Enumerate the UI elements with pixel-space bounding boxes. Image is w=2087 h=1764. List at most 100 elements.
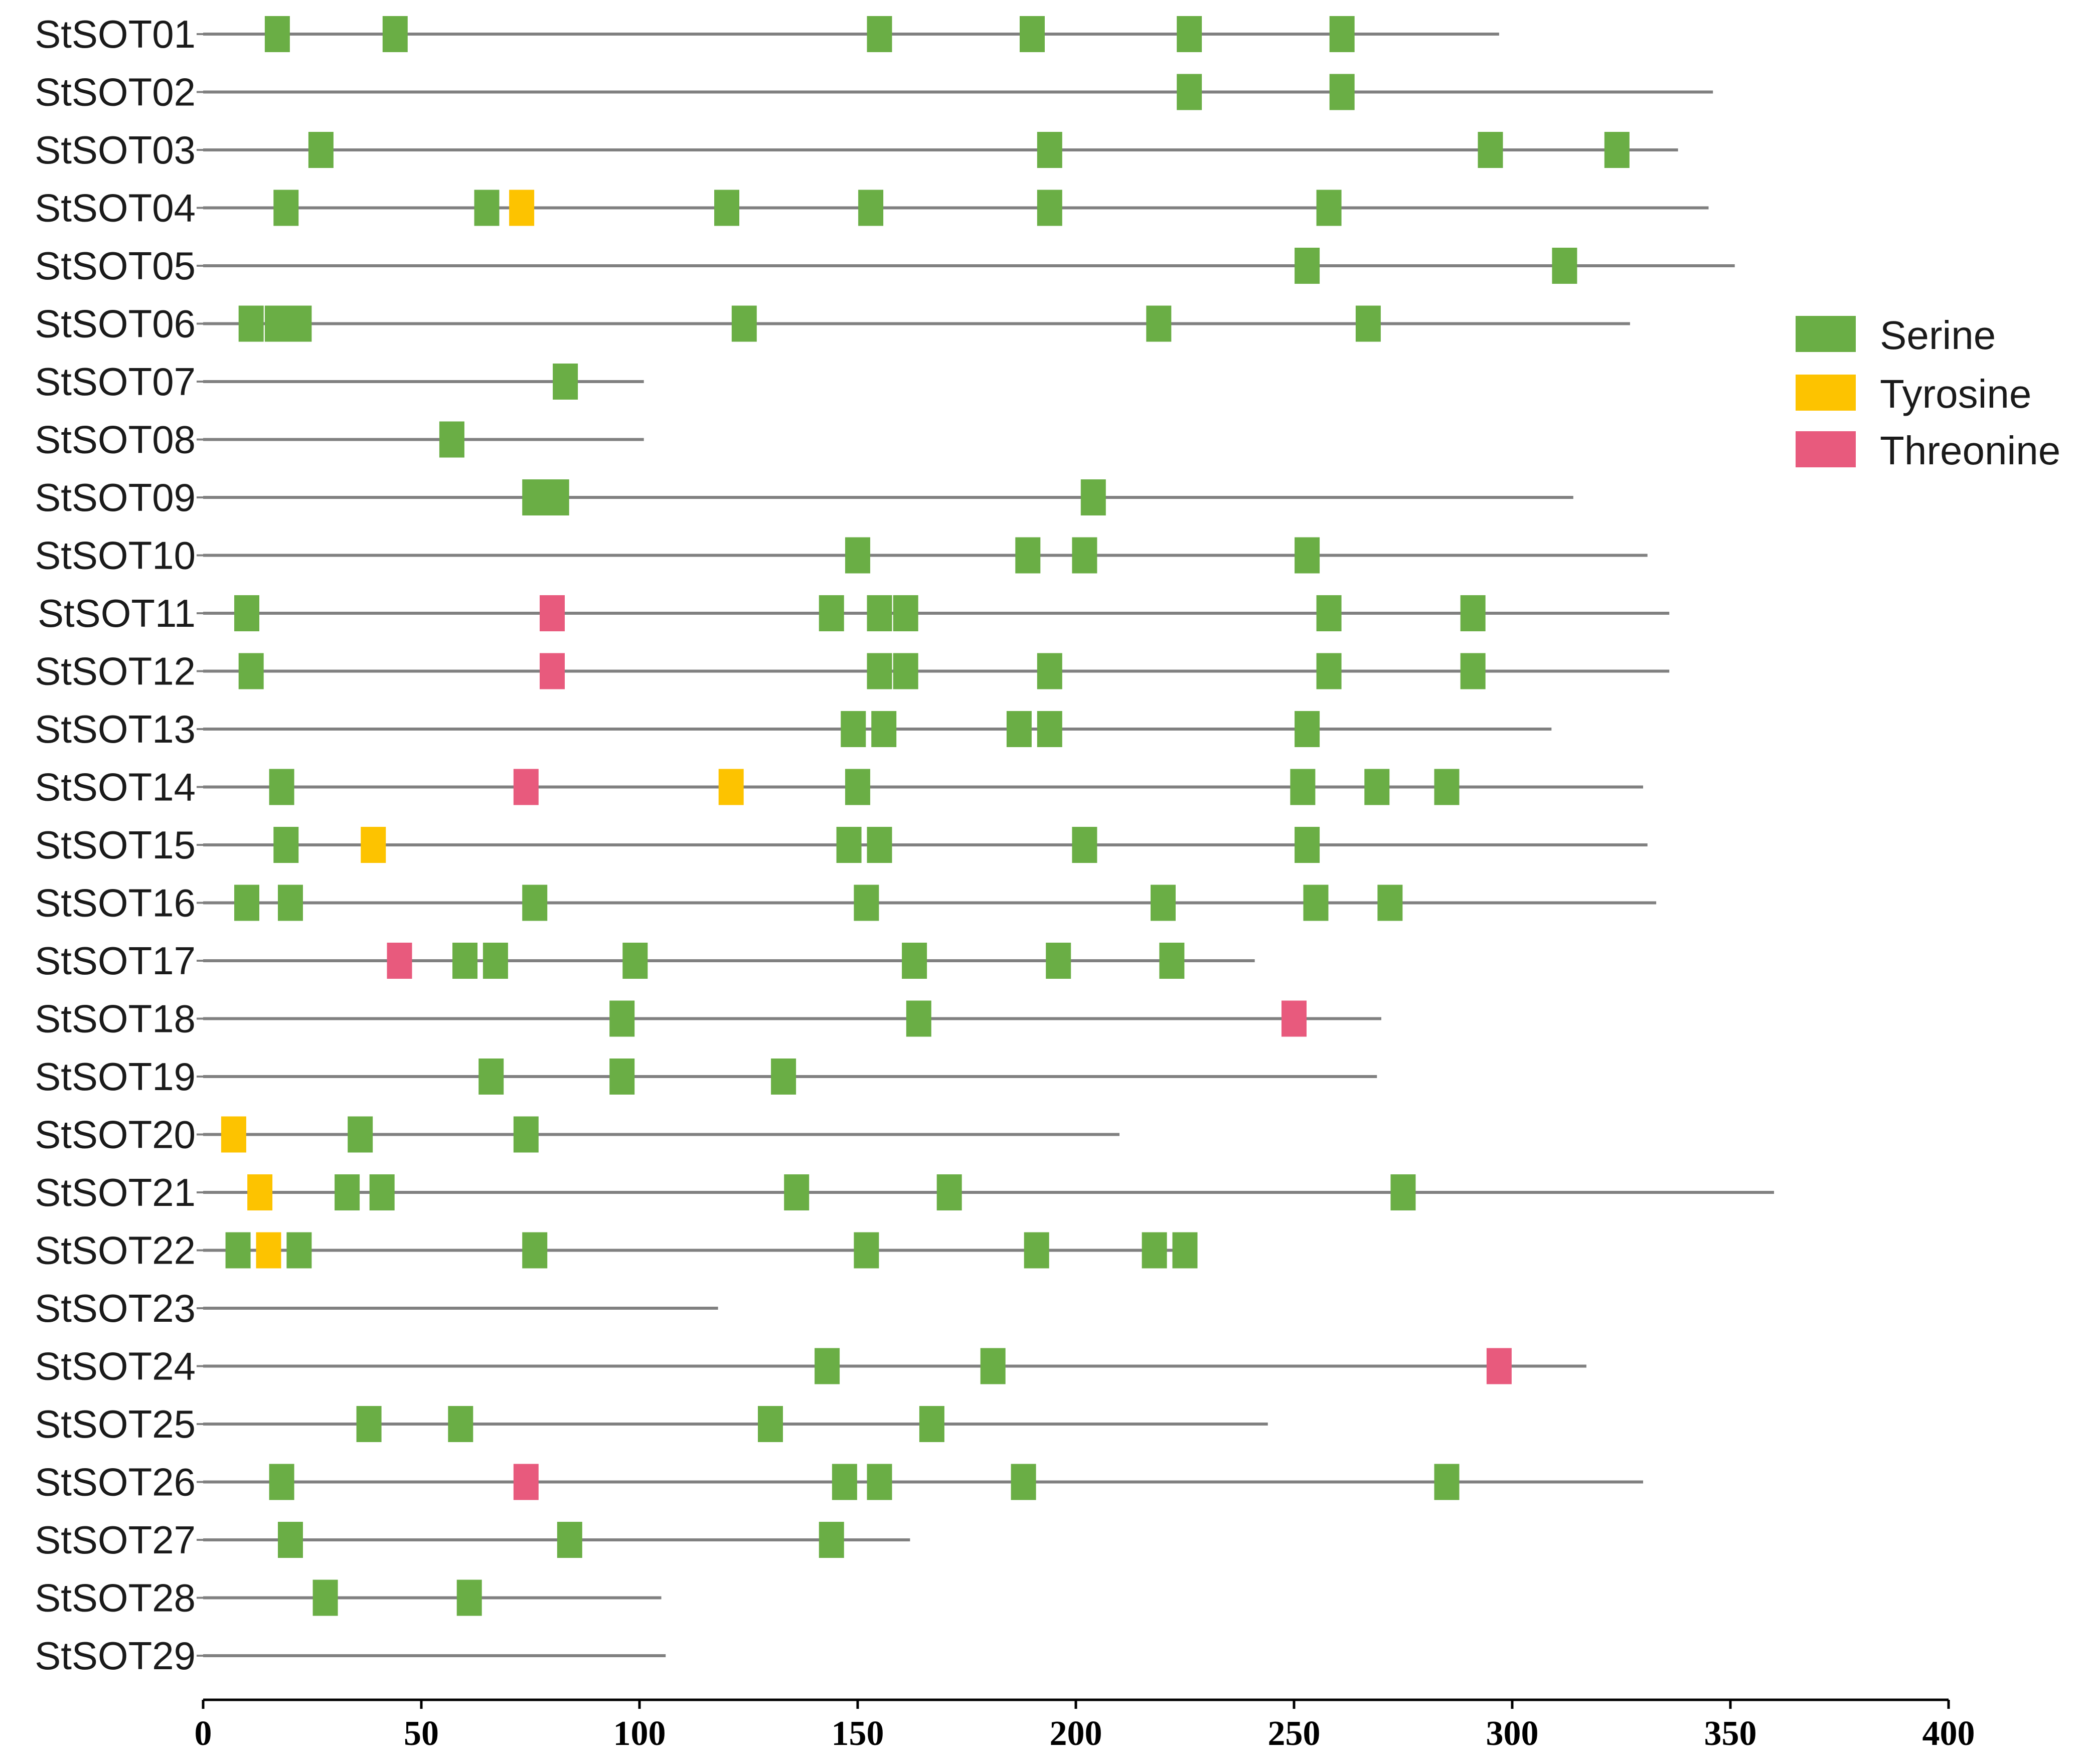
row-label: StSOT12	[35, 649, 196, 693]
row-label: StSOT07	[35, 360, 196, 404]
tyrosine-site-box	[247, 1174, 273, 1210]
serine-site-box	[225, 1232, 251, 1269]
serine-site-box	[771, 1059, 796, 1095]
protein-row: StSOT24	[35, 1344, 1586, 1388]
tyrosine-site-box	[256, 1232, 281, 1269]
protein-row: StSOT29	[35, 1634, 666, 1678]
threonine-site-box	[540, 653, 565, 689]
serine-site-box	[1142, 1232, 1167, 1269]
serine-site-box	[278, 1522, 303, 1558]
serine-site-box	[1290, 769, 1316, 805]
row-label: StSOT10	[35, 534, 196, 578]
serine-site-box	[1146, 305, 1172, 342]
protein-row: StSOT02	[35, 70, 1713, 114]
serine-site-box	[1295, 711, 1320, 747]
serine-site-box	[858, 190, 884, 226]
x-tick-label: 50	[404, 1714, 439, 1753]
serine-site-box	[553, 364, 578, 400]
legend: Serine Tyrosine Threonine	[1796, 313, 2060, 473]
serine-site-box	[867, 16, 892, 52]
serine-site-box	[609, 1059, 635, 1095]
serine-site-box	[854, 1232, 879, 1269]
row-label: StSOT16	[35, 881, 196, 925]
serine-site-box	[731, 305, 757, 342]
row-label: StSOT08	[35, 418, 196, 462]
serine-site-box	[758, 1406, 783, 1442]
serine-site-box	[1377, 885, 1403, 921]
tyrosine-site-box	[509, 190, 535, 226]
threonine-site-box	[513, 1464, 539, 1500]
row-label: StSOT22	[35, 1228, 196, 1273]
row-label: StSOT02	[35, 70, 196, 114]
row-label: StSOT05	[35, 244, 196, 288]
serine-site-box	[474, 190, 500, 226]
serine-site-box	[1329, 16, 1355, 52]
threonine-site-box	[387, 943, 412, 979]
protein-row: StSOT03	[35, 128, 1678, 172]
serine-site-box	[1329, 74, 1355, 110]
serine-site-box	[456, 1579, 482, 1616]
serine-site-box	[1434, 769, 1460, 805]
serine-site-box	[836, 827, 862, 863]
serine-site-box	[867, 653, 892, 689]
serine-site-box	[845, 537, 870, 574]
serine-site-box	[269, 769, 294, 805]
serine-site-box	[871, 711, 897, 747]
serine-site-box	[1295, 827, 1320, 863]
row-label: StSOT29	[35, 1634, 196, 1678]
serine-site-box	[1303, 885, 1329, 921]
serine-site-box	[1316, 595, 1342, 631]
legend-swatch-serine	[1796, 316, 1856, 352]
serine-site-box	[312, 1579, 338, 1616]
threonine-site-box	[1486, 1348, 1512, 1384]
protein-row: StSOT06	[35, 302, 1630, 346]
serine-site-box	[1037, 711, 1062, 747]
row-label: StSOT28	[35, 1576, 196, 1620]
serine-site-box	[936, 1174, 962, 1210]
serine-site-box	[356, 1406, 382, 1442]
serine-site-box	[867, 595, 892, 631]
serine-site-box	[1295, 248, 1320, 284]
serine-site-box	[286, 1232, 312, 1269]
serine-site-box	[1316, 190, 1342, 226]
serine-site-box	[1316, 653, 1342, 689]
tyrosine-site-box	[221, 1116, 246, 1153]
legend-label-tyrosine: Tyrosine	[1880, 372, 2031, 416]
serine-site-box	[1080, 479, 1106, 515]
x-tick-label: 250	[1268, 1714, 1321, 1753]
serine-site-box	[1151, 885, 1176, 921]
serine-site-box	[234, 885, 259, 921]
serine-site-box	[273, 190, 299, 226]
serine-site-box	[522, 1232, 548, 1269]
serine-site-box	[1390, 1174, 1416, 1210]
x-tick-label: 300	[1486, 1714, 1539, 1753]
serine-site-box	[557, 1522, 582, 1558]
protein-row: StSOT26	[35, 1460, 1643, 1504]
serine-site-box	[1037, 653, 1062, 689]
serine-site-box	[893, 653, 918, 689]
serine-site-box	[1172, 1232, 1198, 1269]
row-label: StSOT25	[35, 1402, 196, 1446]
serine-site-box	[893, 595, 918, 631]
serine-site-box	[348, 1116, 373, 1153]
legend-swatch-threonine	[1796, 431, 1856, 467]
serine-site-box	[1011, 1464, 1036, 1500]
row-label: StSOT09	[35, 475, 196, 519]
x-tick-label: 0	[195, 1714, 212, 1753]
serine-site-box	[841, 711, 866, 747]
serine-site-box	[867, 1464, 892, 1500]
row-label: StSOT20	[35, 1113, 196, 1157]
protein-row: StSOT28	[35, 1576, 662, 1620]
serine-site-box	[1364, 769, 1390, 805]
serine-site-box	[1015, 537, 1041, 574]
protein-row: StSOT07	[35, 360, 644, 404]
serine-site-box	[1072, 827, 1097, 863]
protein-row: StSOT18	[35, 997, 1381, 1041]
serine-site-box	[1355, 305, 1381, 342]
serine-site-box	[1006, 711, 1032, 747]
serine-site-box	[622, 943, 648, 979]
serine-site-box	[815, 1348, 840, 1384]
serine-site-box	[286, 305, 312, 342]
row-label: StSOT18	[35, 997, 196, 1041]
